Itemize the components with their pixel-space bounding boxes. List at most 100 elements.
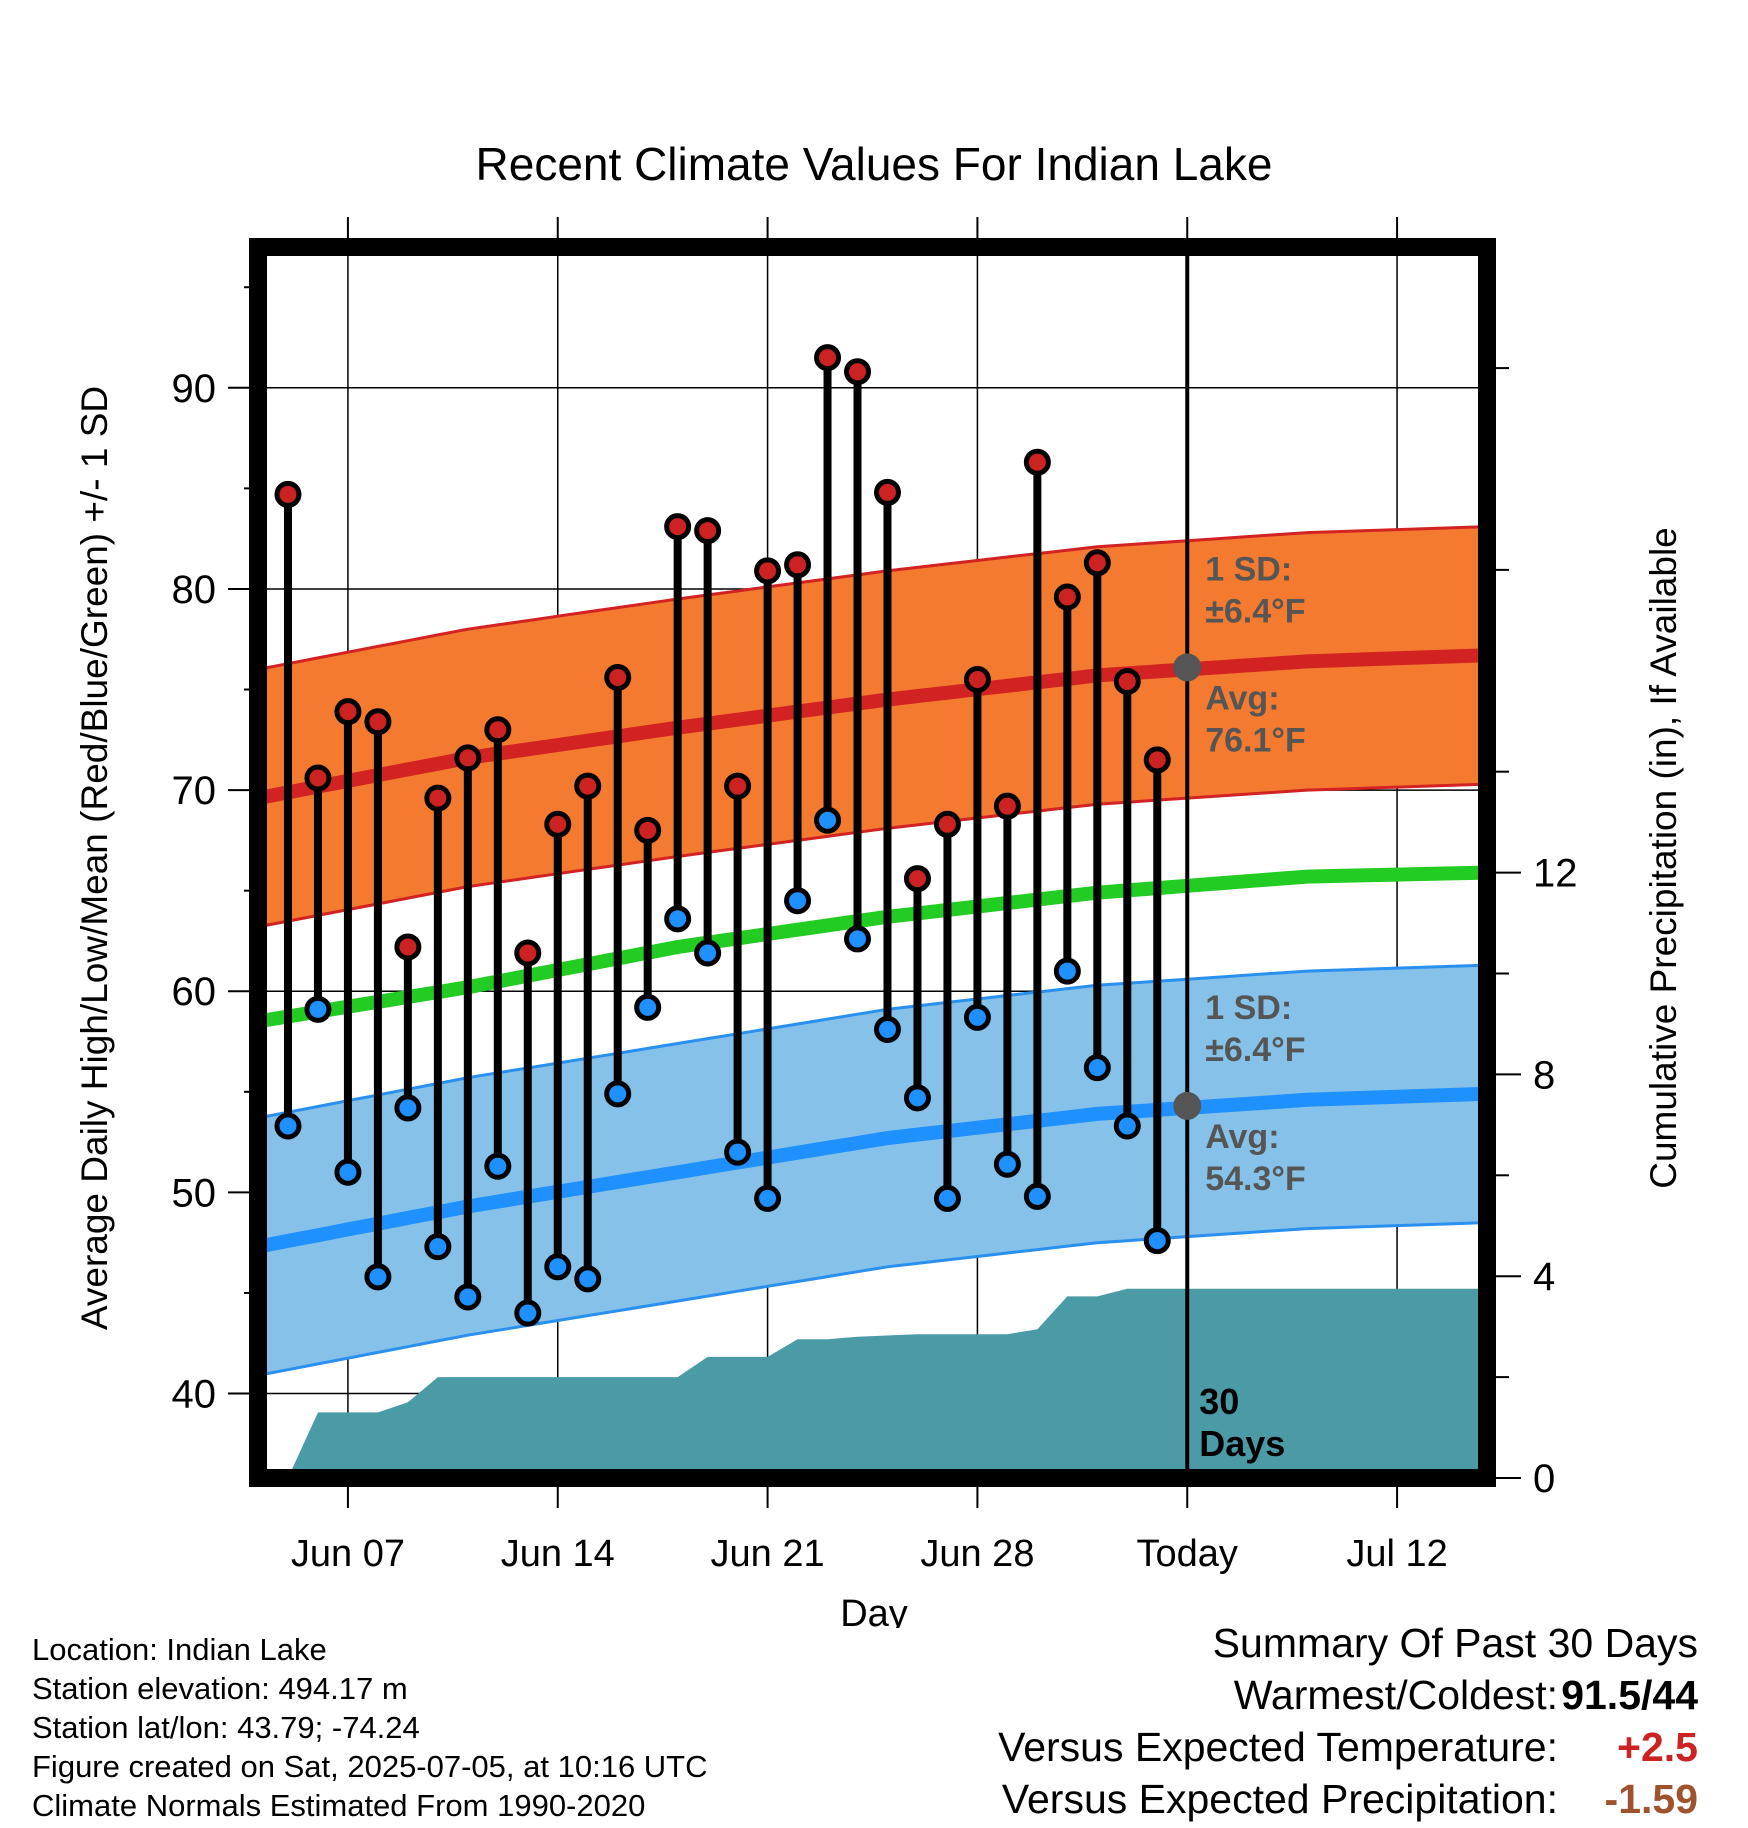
obs-high-point [484,716,512,744]
y2-tick-label: 4 [1533,1255,1555,1299]
obs-low-point [1053,957,1081,985]
summary-title: Summary Of Past 30 Days [1212,1620,1698,1666]
y-tick-label: 70 [172,769,217,813]
obs-high-point [514,939,542,967]
x-tick-label: Jun 28 [920,1533,1034,1575]
obs-low-point [664,905,692,933]
obs-low-point [1083,1054,1111,1082]
obs-low-point [514,1299,542,1327]
high-avg-value: 76.1°F [1205,721,1306,759]
obs-low-point [484,1152,512,1180]
obs-low-point [903,1084,931,1112]
y2-tick-label: 0 [1533,1457,1555,1501]
precip-area [258,1288,1487,1478]
obs-low-point [424,1233,452,1261]
low-sd-lower-edge [257,1221,1488,1377]
obs-low-point [334,1158,362,1186]
obs-high-point [394,933,422,961]
obs-high-point [903,865,931,893]
summary-precip-row: Versus Expected Precipitation: -1.59 [998,1776,1698,1828]
low-sd-value: ±6.4°F [1205,1031,1305,1069]
obs-low-point [784,887,812,915]
obs-high-point [993,792,1021,820]
obs-low-point [304,995,332,1023]
x-tick-label: Jun 21 [711,1533,825,1575]
elevation-text: Station elevation: 494.17 m [32,1671,408,1706]
obs-low-point [844,925,872,953]
y2-tick-label: 12 [1533,852,1578,896]
x-tick-label: Jun 07 [291,1533,405,1575]
avg-low-line [256,1086,1488,1254]
chart-title: Recent Climate Values For Indian Lake [476,138,1273,190]
precip-value: -1.59 [1604,1776,1698,1822]
obs-high-point [304,764,332,792]
obs-high-point [1053,583,1081,611]
summary-temp-row: Versus Expected Temperature: +2.5 [998,1724,1698,1776]
obs-low-point [1113,1112,1141,1140]
obs-low-point [814,806,842,834]
low-sd-upper-edge [257,963,1488,1120]
low-avg-value: 54.3°F [1205,1160,1306,1198]
obs-low-point [754,1184,782,1212]
today-days-label-line1: 30 [1199,1381,1239,1422]
obs-high-point [1083,549,1111,577]
obs-low-point [933,1184,961,1212]
warmest-value: 91.5/44 [1561,1672,1698,1718]
obs-low-point [963,1003,991,1031]
obs-high-point [604,663,632,691]
obs-low-point [993,1150,1021,1178]
obs-low-point [574,1265,602,1293]
obs-high-point [724,772,752,800]
precip-cumulative-area [258,1288,1487,1478]
high-sd-value: ±6.4°F [1205,593,1305,631]
obs-low-point [724,1138,752,1166]
summary-warmest-row: Warmest/Coldest: 91.5/44 [998,1672,1698,1724]
obs-high-point [873,478,901,506]
normals-text: Climate Normals Estimated From 1990-2020 [32,1788,646,1823]
location-text: Location: Indian Lake [32,1632,327,1667]
obs-high-point [1023,448,1051,476]
precip-label: Versus Expected Precipitation: [1001,1776,1558,1822]
x-tick-label: Jul 12 [1346,1533,1447,1575]
axes: 40 50 60 70 80 90 0 4 8 12 Jun 07 Jun 14 Jun 21 Jun 2… [172,217,1578,1575]
high-avg-label: Avg: [1205,679,1279,717]
high-sd-lower-edge [257,782,1488,929]
obs-high-point [364,708,392,736]
latlon-text: Station lat/lon: 43.79; -74.24 [32,1710,420,1745]
y-axis-label: Average Daily High/Low/Mean (Red/Blue/Gr… [74,386,115,1330]
today-high-avg-dot [1173,653,1202,682]
y-tick-label: 80 [172,568,217,612]
y2-tick-label: 8 [1533,1053,1555,1097]
summary-panel: Summary Of Past 30 Days Warmest/Coldest:… [998,1620,1698,1828]
y-tick-label: 40 [172,1373,217,1417]
obs-high-point [963,665,991,693]
high-sd-upper-edge [257,525,1488,671]
high-sd-label: 1 SD: [1205,551,1292,589]
obs-low-point [364,1263,392,1291]
temp-value: +2.5 [1617,1724,1698,1770]
obs-high-point [634,816,662,844]
obs-high-point [544,810,572,838]
warmest-label: Warmest/Coldest: [1233,1672,1558,1718]
obs-high-point [754,557,782,585]
obs-high-point [424,784,452,812]
obs-high-point [784,551,812,579]
x-tick-label: Jun 14 [501,1533,615,1575]
today-days-label-line2: Days [1199,1423,1285,1464]
y2-axis-label: Cumulative Precipitation (in), If Availa… [1643,527,1684,1189]
obs-low-point [274,1112,302,1140]
obs-low-point [1023,1182,1051,1210]
x-axis-label: Day [840,1593,908,1628]
low-sd-label: 1 SD: [1205,989,1292,1027]
y-tick-label: 50 [172,1171,217,1215]
obs-high-point [1113,667,1141,695]
today-low-avg-dot [1173,1091,1202,1120]
avg-mean-line [256,865,1488,1029]
temp-label: Versus Expected Temperature: [998,1724,1558,1770]
annotations: 1 SD: ±6.4°F Avg: 76.1°F 1 SD: ±6.4°F Avg: 54.3… [1173,551,1306,1464]
obs-high-point [574,772,602,800]
obs-low-point [634,993,662,1021]
low-avg-label: Avg: [1205,1118,1279,1156]
obs-low-point [544,1253,572,1281]
y-tick-label: 60 [172,970,217,1014]
